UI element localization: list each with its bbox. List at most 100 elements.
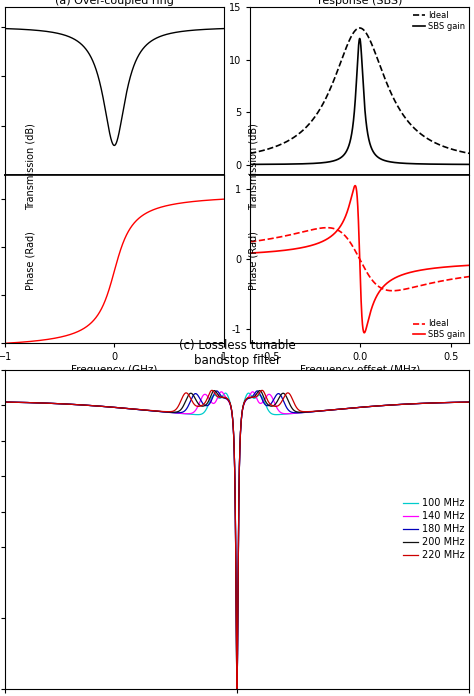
100 MHz	[86, 401, 92, 409]
140 MHz	[384, 401, 390, 409]
180 MHz	[214, 387, 219, 395]
220 MHz	[349, 404, 355, 412]
140 MHz	[86, 401, 92, 409]
180 MHz	[349, 404, 355, 412]
Line: 180 MHz: 180 MHz	[5, 391, 469, 689]
200 MHz	[86, 401, 92, 409]
Line: 100 MHz: 100 MHz	[5, 393, 469, 688]
SBS gain	[285, 160, 291, 168]
140 MHz	[281, 409, 286, 418]
200 MHz	[179, 404, 185, 412]
180 MHz	[179, 408, 185, 416]
140 MHz	[349, 404, 355, 412]
100 MHz	[234, 684, 240, 693]
X-axis label: Frequency offset (MHz): Frequency offset (MHz)	[300, 365, 420, 375]
Ideal	[462, 273, 468, 281]
Ideal	[285, 136, 291, 145]
220 MHz	[304, 407, 310, 416]
140 MHz	[219, 388, 224, 396]
Line: Ideal: Ideal	[250, 228, 469, 291]
220 MHz	[384, 401, 390, 409]
SBS gain	[357, 34, 363, 42]
Title: (c) Lossless tunable
bandstop filter: (c) Lossless tunable bandstop filter	[179, 339, 295, 367]
180 MHz	[281, 397, 286, 405]
200 MHz	[349, 404, 355, 412]
100 MHz	[281, 410, 286, 418]
Ideal	[324, 223, 330, 232]
220 MHz	[179, 393, 185, 402]
Line: Ideal: Ideal	[250, 28, 469, 153]
100 MHz	[2, 398, 8, 406]
SBS gain	[341, 151, 346, 159]
140 MHz	[234, 685, 240, 693]
180 MHz	[2, 398, 8, 406]
200 MHz	[211, 386, 217, 395]
140 MHz	[2, 398, 8, 406]
SBS gain	[466, 160, 472, 168]
SBS gain	[341, 216, 346, 225]
200 MHz	[2, 398, 8, 406]
Ideal	[466, 149, 472, 157]
140 MHz	[179, 409, 185, 418]
180 MHz	[86, 401, 92, 409]
220 MHz	[2, 398, 8, 406]
Title: (b) Complementary
response (SBS): (b) Complementary response (SBS)	[305, 0, 414, 6]
Ideal	[357, 24, 363, 32]
Line: 200 MHz: 200 MHz	[5, 390, 469, 689]
220 MHz	[281, 394, 286, 402]
200 MHz	[234, 685, 240, 693]
180 MHz	[234, 685, 240, 693]
200 MHz	[304, 408, 310, 416]
Ideal	[341, 230, 346, 239]
SBS gain	[272, 160, 278, 168]
Title: (a) Over-coupled ring: (a) Over-coupled ring	[55, 0, 174, 6]
180 MHz	[384, 401, 390, 409]
SBS gain	[272, 247, 278, 255]
Ideal	[390, 287, 395, 295]
Ideal	[331, 225, 337, 233]
180 MHz	[466, 398, 472, 406]
Ideal	[285, 231, 291, 239]
SBS gain	[438, 263, 444, 271]
200 MHz	[281, 389, 286, 397]
Text: Phase (Rad): Phase (Rad)	[26, 232, 36, 290]
SBS gain	[247, 249, 253, 258]
Ideal	[272, 234, 278, 242]
SBS gain	[285, 246, 291, 254]
SBS gain	[362, 329, 367, 337]
Legend: Ideal, SBS gain: Ideal, SBS gain	[413, 11, 465, 31]
SBS gain	[466, 261, 472, 269]
SBS gain	[331, 230, 337, 238]
100 MHz	[179, 409, 185, 418]
180 MHz	[304, 408, 310, 416]
100 MHz	[349, 404, 355, 412]
220 MHz	[86, 401, 92, 409]
100 MHz	[466, 398, 472, 406]
220 MHz	[234, 685, 240, 693]
Line: 220 MHz: 220 MHz	[5, 390, 469, 689]
Ideal	[462, 148, 468, 157]
Legend: 100 MHz, 140 MHz, 180 MHz, 200 MHz, 220 MHz: 100 MHz, 140 MHz, 180 MHz, 200 MHz, 220 …	[403, 498, 465, 560]
220 MHz	[466, 398, 472, 406]
100 MHz	[304, 408, 310, 416]
100 MHz	[384, 401, 390, 409]
Ideal	[341, 50, 346, 58]
Legend: Ideal, SBS gain: Ideal, SBS gain	[413, 319, 465, 339]
Line: SBS gain: SBS gain	[250, 38, 469, 164]
140 MHz	[304, 408, 310, 416]
Line: SBS gain: SBS gain	[250, 186, 469, 333]
Ideal	[247, 149, 253, 157]
Ideal	[438, 141, 444, 150]
X-axis label: Frequency (GHz): Frequency (GHz)	[71, 365, 157, 375]
Text: Transmission (dB): Transmission (dB)	[26, 124, 36, 210]
Text: Transmission (dB): Transmission (dB)	[248, 124, 259, 210]
Ideal	[466, 272, 472, 280]
Ideal	[438, 277, 444, 285]
SBS gain	[247, 160, 253, 168]
200 MHz	[466, 398, 472, 406]
Text: Phase (Rad): Phase (Rad)	[248, 232, 259, 290]
SBS gain	[438, 160, 444, 168]
200 MHz	[384, 401, 390, 409]
SBS gain	[352, 182, 358, 190]
SBS gain	[331, 157, 337, 165]
